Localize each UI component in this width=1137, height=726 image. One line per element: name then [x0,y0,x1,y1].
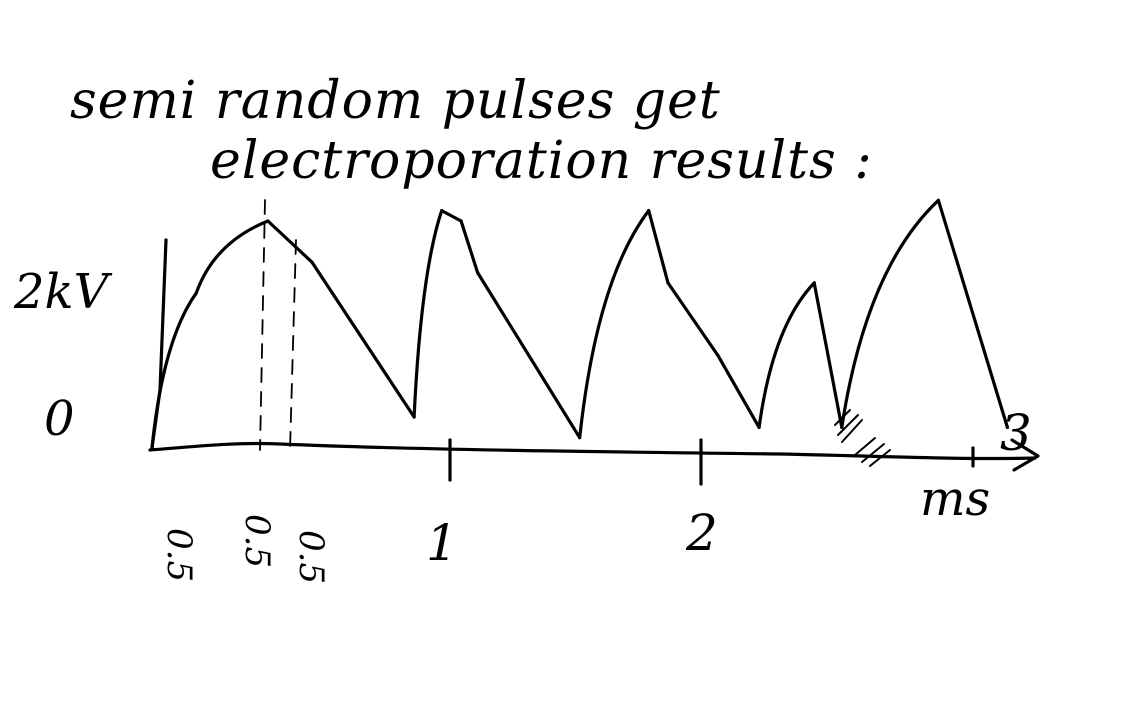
waveform-point [440,209,444,213]
guide-line-peak [259,199,266,451]
waveform-point [1005,425,1010,429]
waveform-point [459,219,463,223]
waveform-point [194,291,198,295]
waveform-point [757,425,761,429]
x-minor-label-b: 0.5 [237,514,277,568]
waveform-point [812,281,816,285]
caption-line-2: electroporation results : [210,131,873,191]
y-axis [150,238,168,450]
scribble-mark [834,409,891,467]
waveform-point [150,446,154,450]
x-axis-unit: ms [920,471,990,527]
waveform-point [310,260,314,264]
y-zero-label: 0 [44,391,75,447]
x-minor-label-c: 0.5 [291,530,331,584]
waveform-point [476,270,480,275]
waveform-line [150,198,1009,450]
waveform-point [266,219,270,223]
guide-line-dip [289,239,297,451]
waveform-point [578,436,582,440]
x-tick-label-2: 2 [685,504,718,562]
x-axis [148,441,1037,461]
caption-line-1: semi random pulses get [70,71,721,131]
x-minor-label-a: 0.5 [159,528,199,582]
waveform-point [936,198,941,202]
x-axis-arrowhead [1010,438,1040,472]
waveform-point [666,281,670,285]
x-tick-label-3: 3 [1000,404,1032,462]
waveform-point [412,415,416,419]
waveform-point [647,209,651,213]
waveform-point [840,425,844,429]
x-tick-label-1: 1 [426,514,458,572]
waveform-point [716,353,720,357]
y-axis-label: 2kV [13,264,113,320]
pulse-waveform [150,198,1010,450]
